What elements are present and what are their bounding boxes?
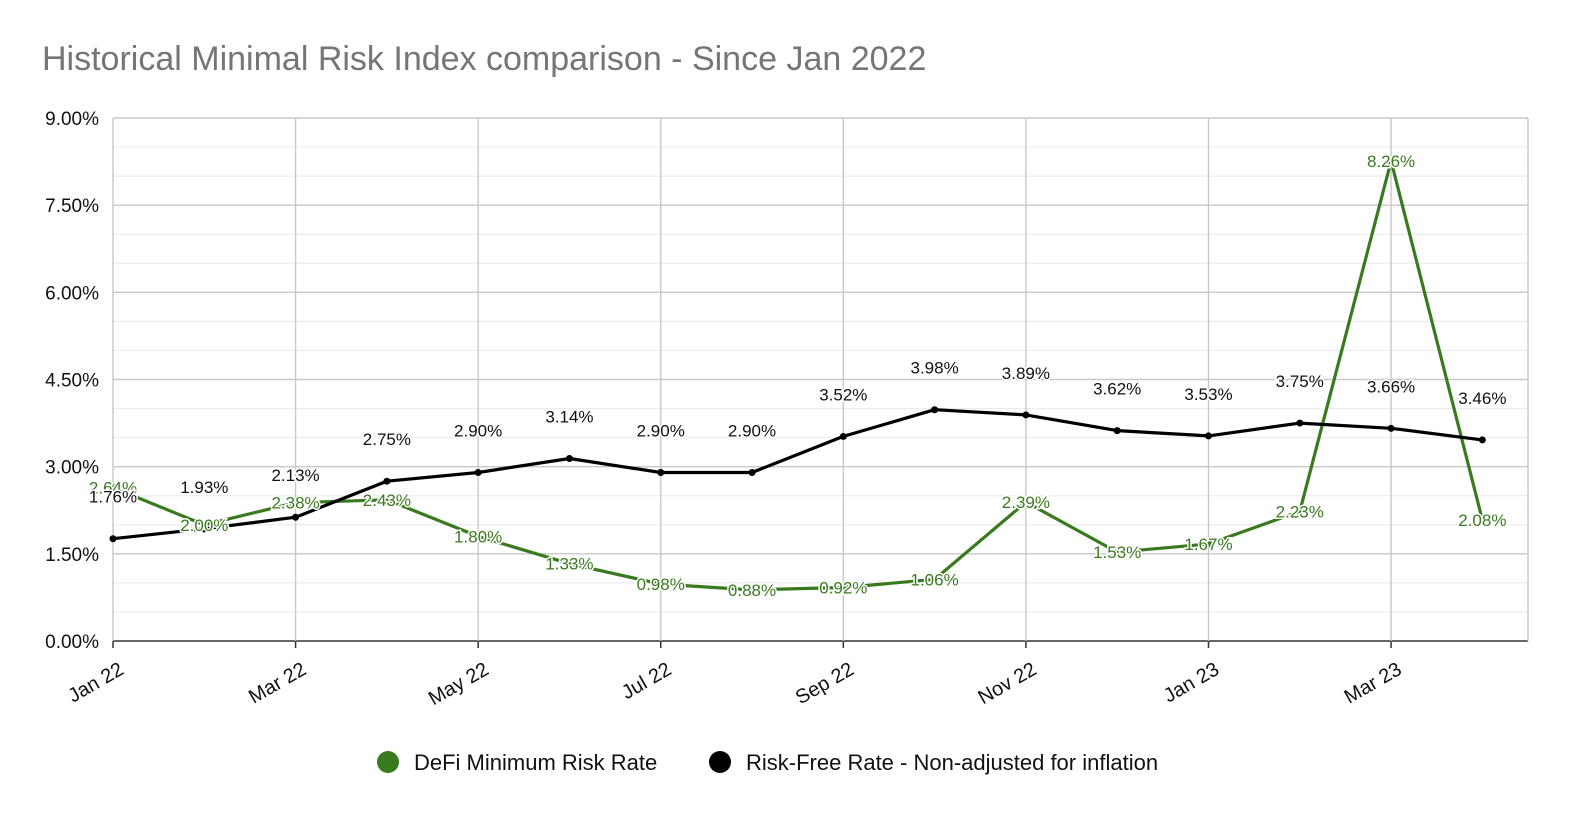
- data-label: 2.23%: [1276, 502, 1324, 521]
- data-label: 3.53%: [1184, 385, 1232, 404]
- x-tick-label: Sep 22: [792, 658, 858, 709]
- data-point[interactable]: [1204, 432, 1212, 440]
- data-point[interactable]: [657, 468, 665, 476]
- data-label: 3.75%: [1276, 372, 1324, 391]
- x-tick-label: Nov 22: [975, 658, 1041, 709]
- data-point[interactable]: [565, 560, 573, 568]
- data-label: 2.64%: [89, 479, 137, 498]
- data-point[interactable]: [1296, 419, 1304, 427]
- data-point[interactable]: [474, 532, 482, 540]
- data-point[interactable]: [292, 513, 300, 521]
- data-label: 2.00%: [180, 516, 228, 535]
- y-tick-label: 7.50%: [45, 196, 99, 217]
- data-label: 3.46%: [1458, 389, 1506, 408]
- data-label: 2.13%: [271, 466, 319, 485]
- x-tick-label: Jul 22: [618, 658, 675, 704]
- data-point[interactable]: [657, 580, 665, 588]
- legend-label-defi: DeFi Minimum Risk Rate: [414, 750, 657, 775]
- x-tick-label: Jan 22: [64, 658, 127, 707]
- y-tick-label: 1.50%: [45, 545, 99, 566]
- x-axis: Jan 22 Mar 22 May 22 Jul 22 Sep 22 Nov 22 Jan …: [64, 641, 1406, 710]
- data-point[interactable]: [1113, 427, 1121, 435]
- chart-title: Historical Minimal Risk Index comparison…: [42, 40, 926, 78]
- data-point[interactable]: [474, 468, 482, 476]
- data-point[interactable]: [931, 575, 939, 583]
- data-label: 1.33%: [545, 555, 593, 574]
- y-tick-label: 9.00%: [45, 109, 99, 130]
- data-label: 1.67%: [1184, 535, 1232, 554]
- data-point[interactable]: [1296, 507, 1304, 515]
- data-label: 1.06%: [911, 570, 959, 589]
- data-label: 2.90%: [454, 421, 502, 440]
- data-label: 2.08%: [1458, 511, 1506, 530]
- data-labels: 2.64% 2.00% 2.38% 2.43% 1.80% 1.33% 0.98% 0.88%…: [87, 151, 1508, 602]
- y-tick-label: 3.00%: [45, 458, 99, 479]
- data-label: 0.88%: [728, 581, 776, 600]
- x-tick-label: May 22: [425, 658, 493, 710]
- data-point[interactable]: [1204, 540, 1212, 548]
- data-point[interactable]: [931, 406, 939, 414]
- x-tick-label: Mar 23: [1341, 658, 1406, 708]
- data-label: 1.53%: [1093, 543, 1141, 562]
- data-point[interactable]: [839, 584, 847, 592]
- data-label: 2.75%: [363, 430, 411, 449]
- legend-label-risk-free: Risk-Free Rate - Non-adjusted for inflat…: [746, 750, 1158, 775]
- data-point[interactable]: [383, 477, 391, 485]
- data-label: 3.62%: [1093, 380, 1141, 399]
- data-point[interactable]: [565, 455, 573, 463]
- legend: DeFi Minimum Risk Rate Risk-Free Rate - …: [377, 750, 1158, 775]
- data-point[interactable]: [1478, 436, 1486, 444]
- legend-item-risk-free[interactable]: Risk-Free Rate - Non-adjusted for inflat…: [709, 750, 1158, 775]
- data-label: 3.14%: [545, 408, 593, 427]
- data-point[interactable]: [383, 496, 391, 504]
- legend-item-defi[interactable]: DeFi Minimum Risk Rate: [377, 750, 657, 775]
- data-label: 2.90%: [728, 421, 776, 440]
- data-label: 1.80%: [454, 527, 502, 546]
- data-label: 2.39%: [1002, 493, 1050, 512]
- data-point[interactable]: [1022, 498, 1030, 506]
- series-line-1: [112, 408, 1483, 541]
- data-label: 2.43%: [363, 491, 411, 510]
- x-tick-label: Jan 23: [1160, 658, 1223, 707]
- data-point[interactable]: [200, 525, 208, 533]
- series-layer: [109, 157, 1486, 594]
- y-tick-label: 4.50%: [45, 371, 99, 392]
- data-label: 1.93%: [180, 478, 228, 497]
- data-point[interactable]: [1387, 157, 1395, 165]
- data-point[interactable]: [748, 586, 756, 594]
- data-label: 1.76%: [89, 488, 137, 507]
- data-label: 3.98%: [911, 359, 959, 378]
- y-axis: 0.00% 1.50% 3.00% 4.50% 6.00% 7.50% 9.00%: [45, 109, 99, 653]
- data-point[interactable]: [109, 535, 117, 543]
- data-label: 3.66%: [1367, 377, 1415, 396]
- data-point[interactable]: [1478, 516, 1486, 524]
- legend-marker-risk-free: [709, 751, 731, 773]
- data-point[interactable]: [748, 468, 756, 476]
- data-point[interactable]: [1387, 424, 1395, 432]
- data-label: 3.52%: [819, 385, 867, 404]
- x-tick-label: Mar 22: [245, 658, 310, 708]
- y-tick-label: 6.00%: [45, 283, 99, 304]
- data-label: 0.98%: [637, 575, 685, 594]
- data-label: 3.89%: [1002, 364, 1050, 383]
- data-point[interactable]: [1113, 548, 1121, 556]
- data-label: 8.26%: [1367, 152, 1415, 171]
- data-label: 2.90%: [637, 421, 685, 440]
- legend-marker-defi: [377, 751, 399, 773]
- chart-grid: [112, 117, 1529, 642]
- series-line-0: [112, 159, 1484, 592]
- data-label: 2.38%: [271, 494, 319, 513]
- data-point[interactable]: [839, 432, 847, 440]
- data-label: 0.92%: [819, 579, 867, 598]
- data-point[interactable]: [292, 499, 300, 507]
- data-point[interactable]: [1022, 411, 1030, 419]
- data-point[interactable]: [109, 484, 117, 492]
- y-tick-label: 0.00%: [45, 632, 99, 653]
